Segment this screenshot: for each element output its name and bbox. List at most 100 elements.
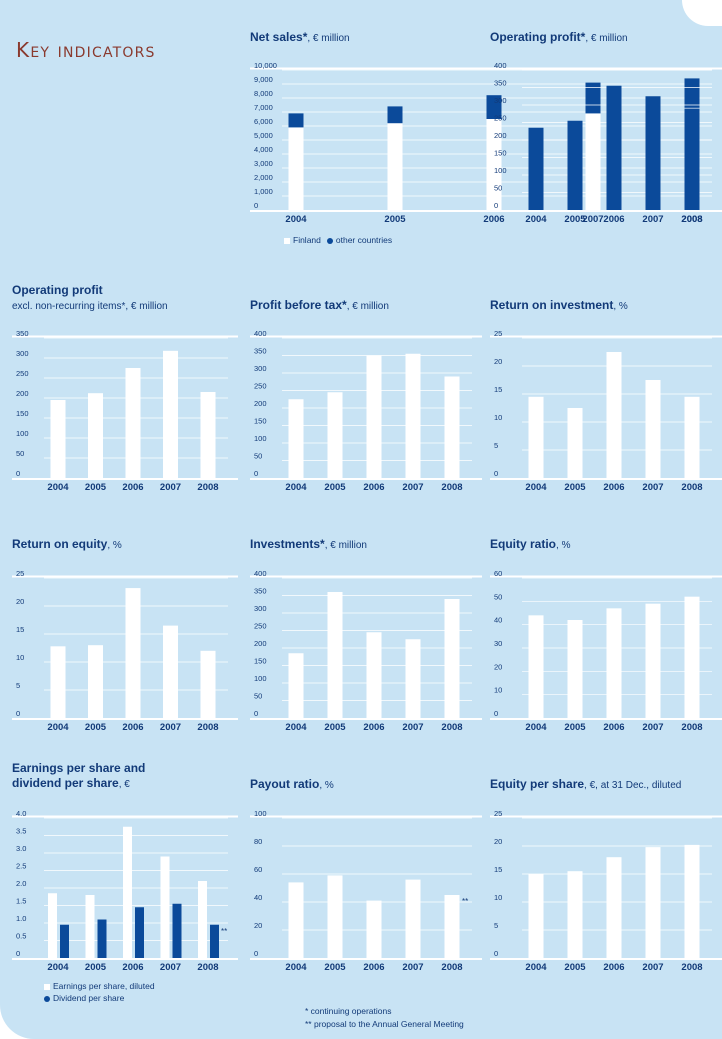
chart-title-line2: excl. non-recurring items*, € million bbox=[12, 301, 168, 312]
bar-eps bbox=[160, 856, 170, 958]
x-tick-label: 2004 bbox=[47, 722, 69, 733]
x-tick-label: 2007 bbox=[642, 214, 663, 225]
bar bbox=[327, 392, 343, 478]
y-tick-label: 300 bbox=[254, 364, 267, 373]
bar bbox=[327, 592, 343, 718]
chart-title: Equity per share, €, at 31 Dec., diluted bbox=[490, 777, 681, 793]
legend-swatch bbox=[44, 995, 50, 1002]
chart-plot: 0 10 20 30 40 50 60 2004 2005 2006 2007 2008 bbox=[490, 569, 722, 733]
bar bbox=[567, 871, 583, 958]
y-tick-label: 3,000 bbox=[254, 159, 273, 168]
bar bbox=[125, 588, 141, 718]
chart-title: Return on equity, % bbox=[12, 537, 122, 553]
y-tick-label: 20 bbox=[494, 837, 502, 846]
legend-item: other countries bbox=[326, 235, 392, 245]
bar bbox=[645, 380, 661, 478]
y-tick-label: 25 bbox=[16, 569, 24, 578]
chart-title: Investments*, € million bbox=[250, 537, 367, 553]
bar bbox=[528, 396, 544, 478]
chart-title-text: Investments* bbox=[250, 537, 325, 551]
x-tick-label: 2005 bbox=[564, 214, 586, 225]
y-tick-label: 40 bbox=[254, 893, 262, 902]
y-tick-label: 20 bbox=[16, 597, 24, 606]
bar bbox=[528, 615, 544, 718]
y-tick-label: 2,000 bbox=[254, 173, 273, 182]
x-tick-label: 2007 bbox=[642, 962, 663, 973]
y-tick-label: 150 bbox=[16, 409, 29, 418]
bar-finland bbox=[288, 127, 304, 210]
bar-other-countries bbox=[585, 82, 601, 114]
x-tick-label: 2004 bbox=[285, 214, 307, 225]
bar bbox=[645, 603, 661, 718]
bar-other-countries bbox=[387, 106, 403, 124]
y-tick-label: 0 bbox=[16, 709, 20, 718]
y-tick-label: 5 bbox=[16, 681, 20, 690]
bar-finland bbox=[387, 123, 403, 210]
x-tick-label: 2004 bbox=[285, 962, 307, 973]
x-tick-label: 2006 bbox=[363, 962, 384, 973]
chart-plot: 0 20 40 60 80 100 2004 2005 2006 2007 2008 ** bbox=[250, 809, 482, 973]
y-tick-label: 30 bbox=[494, 639, 502, 648]
chart-title-text: Equity per share bbox=[490, 777, 585, 791]
y-tick-label: 20 bbox=[254, 921, 262, 930]
bar bbox=[366, 632, 382, 718]
bar bbox=[163, 350, 178, 478]
y-tick-label: 4,000 bbox=[254, 145, 273, 154]
chart-unit: , € million bbox=[346, 301, 389, 312]
y-tick-label: 0 bbox=[16, 949, 20, 958]
bar bbox=[163, 625, 178, 718]
y-tick-label: 400 bbox=[494, 61, 507, 70]
bar bbox=[50, 400, 66, 478]
x-tick-label: 2006 bbox=[122, 482, 143, 493]
y-tick-label: 40 bbox=[494, 616, 502, 625]
chart-title: Return on investment, % bbox=[490, 298, 628, 314]
chart-unit: , € million bbox=[307, 33, 350, 44]
y-tick-label: 200 bbox=[254, 639, 267, 648]
y-tick-label: 200 bbox=[16, 389, 29, 398]
y-tick-label: 200 bbox=[494, 131, 507, 140]
x-tick-label: 2006 bbox=[603, 482, 624, 493]
bar-dps bbox=[210, 924, 219, 958]
bar-dps bbox=[60, 924, 69, 958]
y-tick-label: 150 bbox=[254, 657, 267, 666]
chart-title: Net sales*, € million bbox=[250, 30, 350, 46]
y-tick-label: 3.0 bbox=[16, 844, 26, 853]
y-tick-label: 250 bbox=[494, 114, 507, 123]
legend-item: Dividend per share bbox=[44, 992, 155, 1004]
y-tick-label: 50 bbox=[254, 692, 262, 701]
bar bbox=[684, 844, 700, 958]
x-tick-label: 2005 bbox=[324, 962, 346, 973]
y-tick-label: 150 bbox=[494, 149, 507, 158]
y-tick-label: 100 bbox=[254, 434, 267, 443]
y-tick-label: 60 bbox=[254, 865, 262, 874]
x-tick-label: 2005 bbox=[85, 482, 107, 493]
y-tick-label: 8,000 bbox=[254, 89, 273, 98]
bar bbox=[606, 857, 622, 958]
bar-eps bbox=[85, 895, 95, 958]
chart-title-text: Payout ratio bbox=[250, 777, 320, 791]
x-tick-label: 2004 bbox=[525, 482, 547, 493]
x-tick-label: 2006 bbox=[603, 722, 624, 733]
y-tick-label: 1,000 bbox=[254, 187, 273, 196]
y-tick-label: 0 bbox=[494, 201, 498, 210]
chart-unit: , % bbox=[556, 540, 571, 551]
y-tick-label: 350 bbox=[494, 79, 507, 88]
x-tick-label: 2006 bbox=[363, 722, 384, 733]
x-tick-label: 2007 bbox=[402, 482, 423, 493]
x-tick-label: 2006 bbox=[603, 962, 624, 973]
y-tick-label: 10 bbox=[494, 413, 502, 422]
y-tick-label: 100 bbox=[254, 674, 267, 683]
bar bbox=[444, 895, 460, 958]
annotation-proposal: ** bbox=[221, 927, 227, 936]
bar-dps bbox=[172, 903, 182, 958]
y-tick-label: 50 bbox=[494, 184, 502, 193]
y-tick-label: 300 bbox=[494, 96, 507, 105]
y-tick-label: 2.0 bbox=[16, 879, 26, 888]
chart-legend: Earnings per share, diluted Dividend per … bbox=[44, 980, 155, 1004]
bar-finland bbox=[585, 113, 601, 210]
chart-title: Operating profit*, € million bbox=[490, 30, 628, 46]
x-tick-label: 2005 bbox=[564, 722, 586, 733]
chart-title-text: Return on equity bbox=[12, 537, 108, 551]
x-tick-label: 2005 bbox=[324, 722, 346, 733]
